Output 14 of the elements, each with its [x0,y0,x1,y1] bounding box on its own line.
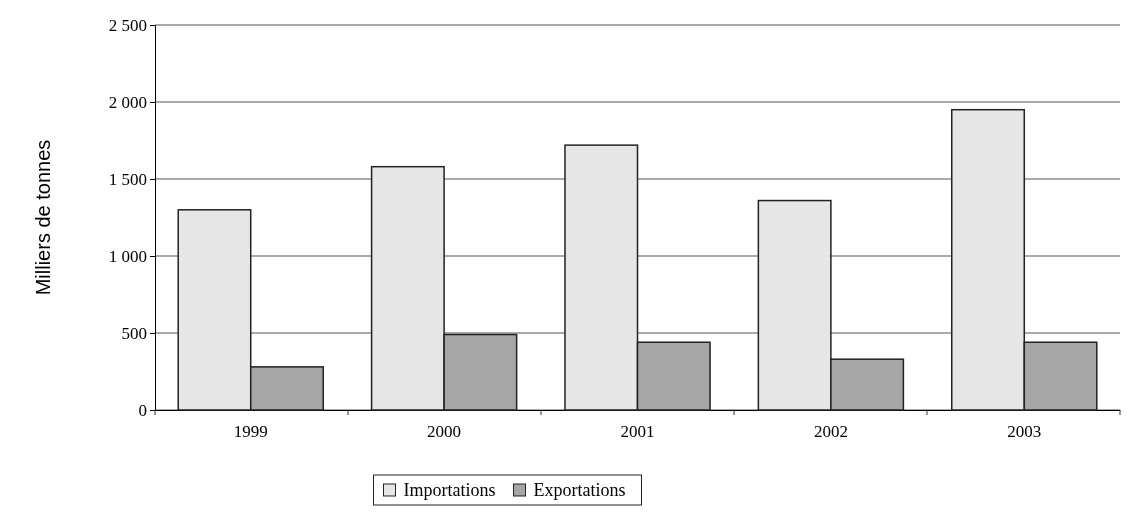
y-tick-label: 2 500 [108,15,147,35]
legend-label: Exportations [533,480,626,500]
y-tick-label: 2 000 [108,92,147,112]
x-tick-label: 2002 [813,421,848,441]
legend-label: Importations [403,480,496,500]
x-tick-label: 2000 [427,421,462,441]
y-tick-label: 500 [121,323,147,343]
y-tick-label: 0 [138,400,147,420]
y-tick-label: 1 500 [108,169,147,189]
x-tick-label: 2001 [620,421,655,441]
y-tick-label: 1 000 [108,246,147,266]
y-axis-title: Milliers de tonnes [32,139,54,296]
x-tick-label: 1999 [233,421,268,441]
x-tick-label: 2003 [1007,421,1042,441]
